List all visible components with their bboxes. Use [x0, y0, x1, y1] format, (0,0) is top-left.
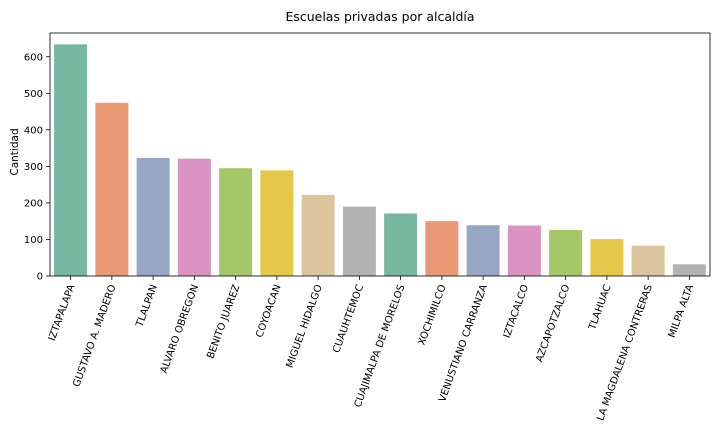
- y-tick-label: 0: [37, 272, 43, 283]
- x-tick-label: MIGUEL HIDALGO: [285, 283, 325, 369]
- x-tick-label: BENITO JUAREZ: [205, 283, 242, 360]
- bar-14: [590, 239, 624, 276]
- bars-group: [54, 44, 706, 277]
- y-tick-label: 600: [24, 52, 43, 63]
- bar-10: [425, 221, 459, 276]
- chart-title: Escuelas privadas por alcaldía: [285, 9, 474, 24]
- bar-9: [384, 213, 418, 276]
- x-tick-label: AZCAPOTZALCO: [534, 283, 572, 364]
- y-tick-label: 200: [24, 198, 43, 209]
- x-tick-label: TLAHUAC: [587, 283, 614, 332]
- x-tick-label: CUAUHTEMOC: [331, 283, 366, 354]
- x-tick-label: ALVARO OBREGON: [159, 283, 201, 375]
- x-tick-label: GUSTAVO A. MADERO: [71, 283, 118, 388]
- bar-7: [301, 194, 335, 276]
- x-tick-label: MILPA ALTA: [667, 283, 696, 339]
- y-tick-label: 400: [24, 125, 43, 136]
- y-tick-label: 100: [24, 235, 43, 246]
- y-tick-label: 300: [24, 162, 43, 173]
- bar-6: [260, 170, 294, 276]
- bar-15: [631, 245, 665, 276]
- x-tick-label: VENUSTIANO CARRANZA: [437, 283, 490, 403]
- bar-12: [507, 225, 541, 276]
- bar-2: [95, 102, 129, 277]
- x-tick-label: TLALPAN: [134, 283, 160, 329]
- y-tick-label: 500: [24, 89, 43, 100]
- bar-5: [219, 168, 253, 276]
- x-tick-label: XOCHIMILCO: [417, 283, 449, 347]
- bar-3: [136, 157, 170, 276]
- bar-1: [54, 44, 88, 276]
- bar-4: [177, 158, 211, 276]
- plot-frame: [49, 32, 711, 277]
- x-tick-label: COYOACAN: [254, 283, 283, 339]
- y-axis-label: Cantidad: [9, 128, 21, 175]
- bar-16: [672, 264, 706, 276]
- x-tick-label: CUAJIMALPA DE MORELOS: [353, 283, 408, 409]
- y-axis: 0 100 200 300 400 500 600: [24, 52, 50, 283]
- x-tick-label: IZTACALCO: [502, 283, 532, 340]
- bar-11: [466, 225, 500, 276]
- bar-13: [549, 229, 583, 276]
- bar-8: [342, 206, 376, 276]
- x-tick-label: IZTAPALAPA: [47, 283, 78, 342]
